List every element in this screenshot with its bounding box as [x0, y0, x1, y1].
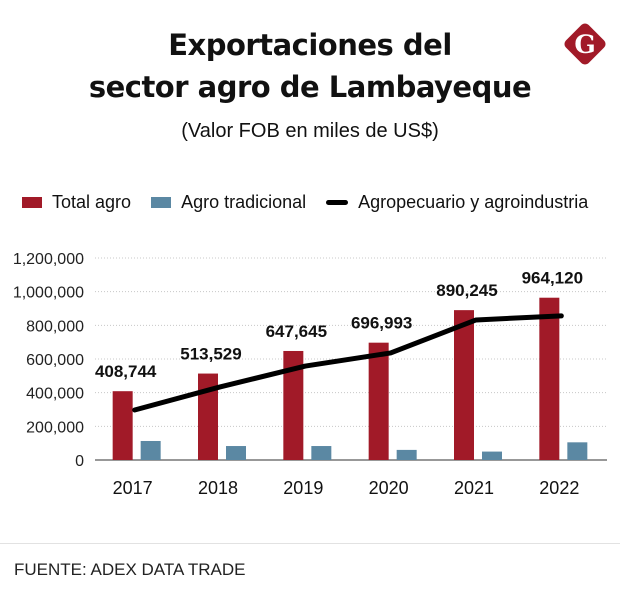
- bar-agro-tradicional: [311, 446, 332, 460]
- legend-item-agropecuario: Agropecuario y agroindustria: [326, 192, 588, 213]
- y-tick-label: 1,200,000: [13, 251, 84, 268]
- x-tick-label: 2020: [369, 478, 409, 498]
- bar-agro-tradicional: [567, 442, 588, 460]
- legend: Total agro Agro tradicional Agropecuario…: [22, 192, 608, 213]
- logo-diamond: [564, 23, 606, 65]
- chart-plot: 0 200,000 400,000 600,000 800,000 1,000,000 1,…: [13, 251, 607, 498]
- x-tick-label: 2021: [454, 478, 494, 498]
- legend-label: Agro tradicional: [181, 192, 307, 212]
- chart-title-line2: sector agro de Lambayeque: [88, 70, 532, 104]
- chart-title-line1: Exportaciones del: [168, 28, 452, 62]
- legend-swatch-agro-tradicional: [151, 197, 172, 208]
- x-tick-label: 2022: [539, 478, 579, 498]
- legend-item-total-agro: Total agro: [22, 192, 131, 213]
- brand-logo-icon: G: [564, 23, 606, 65]
- bar-total-agro: [539, 297, 560, 460]
- source-note: FUENTE: ADEX DATA TRADE: [14, 560, 246, 579]
- data-label-total-agro: 696,993: [351, 314, 412, 333]
- divider: [0, 543, 620, 544]
- legend-label: Agropecuario y agroindustria: [358, 192, 589, 212]
- y-tick-label: 800,000: [26, 318, 84, 335]
- bar-agro-tradicional: [482, 451, 502, 460]
- bar-total-agro: [368, 342, 389, 460]
- logo-letter: G: [574, 30, 595, 59]
- chart-subtitle: (Valor FOB en miles de US$): [181, 120, 439, 142]
- bar-total-agro: [198, 373, 218, 460]
- data-label-total-agro: 513,529: [180, 345, 241, 364]
- line-agropecuario-agroindustria: [132, 313, 564, 413]
- data-label-total-agro: 408,744: [95, 362, 157, 381]
- data-label-total-agro: 964,120: [522, 269, 583, 288]
- y-tick-label: 200,000: [26, 419, 84, 436]
- legend-swatch-total-agro: [22, 197, 42, 208]
- y-tick-label: 400,000: [26, 386, 84, 403]
- y-tick-label: 1,000,000: [13, 285, 84, 302]
- y-tick-label: 600,000: [26, 352, 84, 369]
- bar-agro-tradicional: [396, 449, 417, 460]
- legend-item-agro-tradicional: Agro tradicional: [151, 192, 306, 213]
- bar-total-agro: [283, 350, 304, 460]
- data-label-total-agro: 890,245: [436, 281, 497, 300]
- bar-agro-tradicional: [226, 446, 246, 460]
- legend-line-agropecuario: [326, 200, 349, 205]
- chart-title: Exportaciones del sector agro de Lambaye…: [0, 24, 620, 108]
- bar-total-agro: [112, 391, 133, 460]
- bar-agro-tradicional: [140, 440, 161, 460]
- x-tick-label: 2019: [283, 478, 323, 498]
- y-tick-label: 0: [75, 453, 84, 470]
- legend-label: Total agro: [52, 192, 132, 212]
- data-label-total-agro: 647,645: [266, 322, 327, 341]
- bar-total-agro: [454, 310, 474, 460]
- x-tick-label: 2017: [113, 478, 153, 498]
- x-tick-label: 2018: [198, 478, 238, 498]
